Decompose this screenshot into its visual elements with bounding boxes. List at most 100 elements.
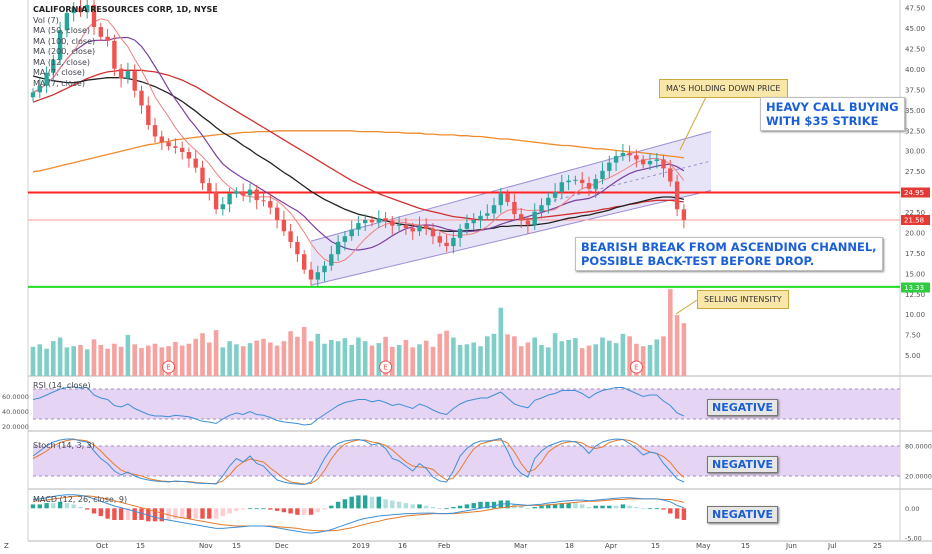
bearish-break-note[interactable]: BEARISH BREAK FROM ASCENDING CHANNEL, PO… [575, 237, 883, 271]
candle-body [152, 125, 158, 137]
candle-body [485, 213, 490, 216]
macd-histogram-bar [491, 501, 497, 509]
candle-body [220, 204, 225, 210]
macd-tick-label: 0.00 [905, 505, 919, 513]
stoch-negative-label[interactable]: NEGATIVE [707, 456, 779, 473]
macd-histogram-bar [302, 508, 307, 515]
macd-histogram-bar [315, 508, 320, 513]
macd-histogram-bar [322, 508, 327, 510]
macd-histogram-bar [410, 504, 415, 509]
volume-bar [220, 347, 226, 376]
price-tick-label: 40.00 [905, 66, 925, 74]
x-tick-label: 2019 [352, 542, 370, 550]
candle-body [376, 218, 381, 223]
ma50-line [32, 75, 685, 232]
macd-histogram-bar [139, 508, 144, 520]
candle-body [674, 181, 680, 210]
candle-body [363, 219, 368, 224]
bearish-break-line1: BEARISH BREAK FROM ASCENDING CHANNEL, [581, 240, 877, 254]
macd-histogram-bar [444, 508, 449, 510]
volume-bar [539, 345, 544, 376]
volume-bar [369, 345, 375, 376]
macd-negative-label[interactable]: NEGATIVE [707, 506, 779, 523]
selling-intensity-note[interactable]: SELLING INTENSITY [697, 290, 789, 309]
candle-body [634, 155, 639, 160]
volume-bar [478, 346, 483, 376]
bearish-break-line2: POSSIBLE BACK-TEST BEFORE DROP. [581, 254, 815, 268]
macd-histogram-bar [620, 504, 626, 509]
ma12-line [32, 36, 685, 251]
macd-signal-line [32, 495, 685, 532]
volume-bar [247, 343, 253, 376]
legend-item[interactable]: MA (7, close) [33, 78, 85, 88]
macd-histogram-bar [552, 504, 558, 509]
volume-bar [552, 333, 558, 376]
candle-body [78, 7, 83, 13]
call-buying-note[interactable]: HEAVY CALL BUYING WITH $35 STRIKE [760, 97, 905, 131]
x-tick-label: Z [4, 542, 9, 550]
stoch-tick-label: 20.0000 [905, 473, 932, 481]
volume-bar [417, 344, 422, 376]
chart-legend: CALIFORNIA RESOURCES CORP, 1D, NYSE Vol … [33, 5, 218, 89]
candle-body [51, 59, 56, 73]
candle-body [532, 211, 537, 225]
candle-body [193, 158, 198, 168]
legend-item[interactable]: Vol (7) [33, 15, 59, 25]
price-tick-label: 27.50 [905, 168, 925, 176]
candle-body [118, 68, 124, 79]
candle-body [342, 236, 348, 242]
price-tick-label: 12.50 [905, 291, 925, 299]
volume-bar [342, 338, 348, 376]
rsi-line [32, 386, 685, 426]
stoch-tick-label: 80.0000 [905, 443, 932, 451]
ma7-line [32, 18, 685, 263]
macd-histogram-bar [641, 508, 646, 510]
candle-body [112, 40, 117, 69]
earnings-marker [379, 360, 393, 374]
stoch-k-line [32, 437, 685, 486]
chart-title: CALIFORNIA RESOURCES CORP, 1D, NYSE [33, 5, 218, 14]
ma-holding-note[interactable]: MA'S HOLDING DOWN PRICE [659, 79, 788, 98]
rsi-negative-label[interactable]: NEGATIVE [707, 399, 779, 416]
macd-histogram-bar [51, 503, 56, 509]
volume-bar [125, 335, 131, 376]
candle-body [451, 237, 456, 247]
candle-body [607, 162, 612, 171]
legend-item[interactable]: MA (50, close) [33, 26, 91, 35]
macd-histogram-bar [566, 503, 571, 509]
candle-body [146, 105, 151, 125]
volume-bar [335, 341, 341, 376]
x-tick-label: Jun [785, 542, 797, 550]
macd-histogram-bar [125, 508, 131, 520]
volume-bar [600, 337, 605, 376]
price-tick-label: 7.50 [905, 332, 921, 340]
macd-histogram-bar [430, 507, 436, 509]
macd-histogram-bar [30, 504, 36, 509]
volume-bar [159, 347, 165, 376]
selling-pointer [675, 299, 698, 315]
channel-lower-line [310, 189, 712, 286]
candle-body [519, 214, 524, 221]
x-tick-label: 15 [651, 542, 660, 550]
macd-histogram-bar [613, 505, 619, 509]
volume-bar [64, 347, 70, 376]
macd-histogram-bar [234, 508, 239, 511]
macd-histogram-bar [532, 507, 537, 509]
legend-item[interactable]: MA (100, close) [33, 36, 96, 46]
legend-item[interactable]: MA (12, close) [33, 57, 91, 67]
legend-item[interactable]: MA (7, close) [33, 68, 85, 77]
price-tick-label: 45.00 [905, 25, 925, 33]
candle-body [213, 192, 219, 210]
macd-histogram-bar [37, 504, 42, 509]
candle-body [37, 85, 42, 93]
x-tick-label: Mar [514, 542, 527, 550]
legend-item[interactable]: MA (200, close) [33, 47, 96, 56]
macd-pane-label: MACD (12, 26, close, 9) [33, 495, 128, 504]
candle-body [661, 159, 666, 169]
macd-histogram-bar [559, 503, 564, 509]
macd-histogram-bar [593, 505, 598, 509]
volume-bar [559, 341, 565, 376]
price-tick-label: 15.00 [905, 270, 925, 278]
candle-body [30, 92, 36, 98]
volume-bar [464, 344, 470, 376]
